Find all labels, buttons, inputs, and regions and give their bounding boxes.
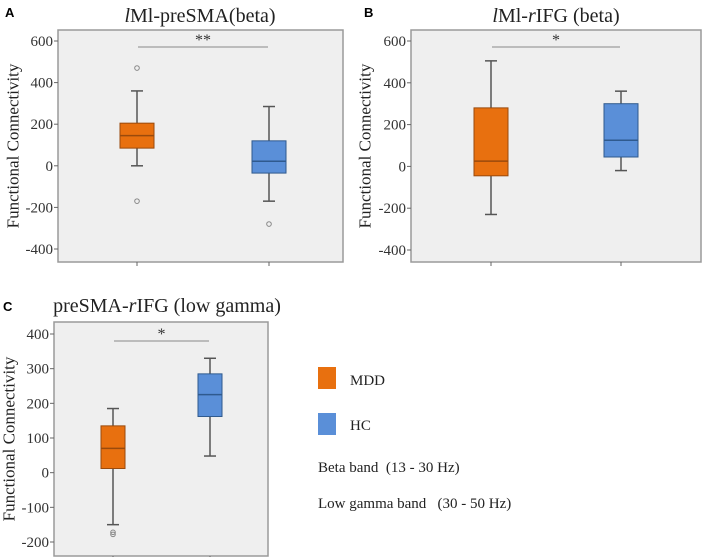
y-tick-label: 400	[27, 327, 50, 343]
plot-area	[410, 29, 702, 263]
box-hc	[197, 357, 223, 457]
y-tick-label: 400	[384, 76, 407, 92]
outlier-point	[134, 65, 140, 71]
y-tick-label: -200	[22, 535, 50, 551]
legend-note-low-gamma: Low gamma band (30 - 50 Hz)	[318, 496, 511, 512]
box-hc	[603, 90, 639, 172]
y-tick-label: 200	[27, 396, 50, 412]
box-mdd	[119, 65, 155, 204]
box-iqr	[473, 107, 509, 177]
panel-label: C	[3, 299, 13, 314]
chart-title: preSMA-rIFG (low gamma)	[53, 295, 281, 317]
y-tick-label: 300	[27, 362, 50, 378]
title-part: r	[528, 5, 536, 27]
chart-title: lMl-preSMA(beta)	[124, 5, 275, 27]
outlier-point	[110, 531, 116, 538]
title-part: Ml-preSMA(beta)	[130, 5, 276, 27]
y-axis-label: Functional Connectivity	[4, 63, 23, 228]
legend-label-hc: HC	[350, 418, 371, 434]
title-part: r	[129, 295, 137, 317]
y-tick-label: -200	[379, 201, 407, 217]
outlier-point	[134, 198, 140, 204]
y-tick-label: 0	[399, 159, 407, 175]
title-part: l	[492, 5, 498, 27]
y-tick-label: -100	[22, 500, 50, 516]
box-iqr	[603, 103, 639, 158]
title-part: IFG (low gamma)	[136, 295, 280, 317]
legend-label-mdd: MDD	[350, 373, 385, 389]
box-hc	[251, 105, 287, 227]
outlier-point	[266, 221, 272, 227]
legend: MDD HC Beta band (13 - 30 Hz) Low gamma …	[318, 367, 511, 512]
title-part: preSMA-	[53, 295, 129, 317]
y-tick-label: 200	[31, 117, 54, 133]
significance-marker: *	[158, 326, 166, 343]
plot-area	[57, 29, 344, 263]
significance-marker: *	[552, 32, 560, 49]
y-axis-label: Functional Connectivity	[0, 356, 19, 521]
panel-label: B	[364, 5, 373, 20]
y-tick-label: 200	[384, 118, 407, 134]
panel-label: A	[5, 5, 15, 20]
box-mdd	[100, 407, 126, 538]
title-part: IFG (beta)	[536, 5, 620, 27]
box-mdd	[473, 60, 509, 216]
y-tick-label: -400	[26, 242, 54, 258]
y-tick-label: 600	[31, 34, 54, 50]
y-tick-label: -200	[26, 200, 54, 216]
y-axis-label: Functional Connectivity	[356, 63, 375, 228]
y-tick-label: 0	[46, 159, 54, 175]
chart-title: lMl-rIFG (beta)	[492, 5, 619, 27]
legend-note-beta: Beta band (13 - 30 Hz)	[318, 460, 460, 476]
y-tick-label: 400	[31, 76, 54, 92]
box-iqr	[100, 425, 126, 470]
box-iqr	[251, 140, 287, 174]
plot-area	[53, 321, 269, 557]
y-tick-label: 600	[384, 34, 407, 50]
outlier-point	[110, 529, 116, 536]
y-tick-label: 0	[42, 466, 50, 482]
y-tick-label: 100	[27, 431, 50, 447]
significance-marker: **	[195, 32, 211, 49]
y-tick-label: -400	[379, 243, 407, 259]
legend-swatch-hc	[318, 413, 336, 435]
title-part: l	[124, 5, 130, 27]
title-part: Ml-	[498, 5, 528, 27]
legend-swatch-mdd	[318, 367, 336, 389]
